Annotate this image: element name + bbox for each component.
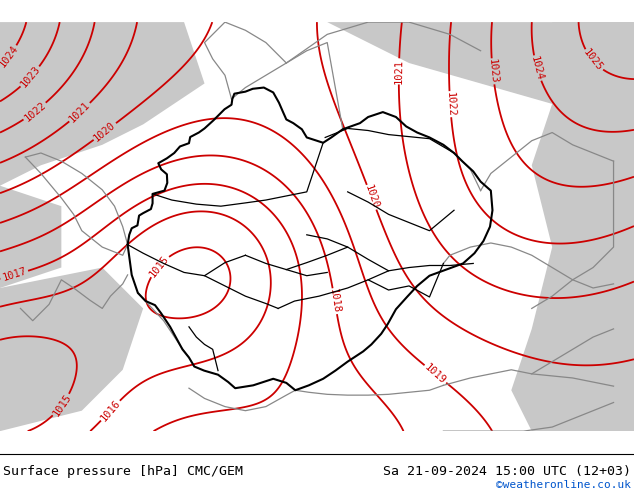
Text: 1022: 1022 (444, 92, 456, 117)
Text: 1020: 1020 (363, 184, 380, 211)
Text: 1025: 1025 (581, 48, 605, 74)
Text: 1024: 1024 (529, 55, 545, 81)
Text: 1019: 1019 (423, 362, 448, 386)
Text: 1020: 1020 (92, 120, 118, 144)
Text: 1016: 1016 (98, 398, 122, 423)
Text: 1024: 1024 (0, 43, 20, 69)
Polygon shape (0, 268, 143, 431)
Text: Sa 21-09-2024 15:00 UTC (12+03): Sa 21-09-2024 15:00 UTC (12+03) (383, 466, 631, 478)
Text: 1017: 1017 (1, 266, 28, 283)
Text: ©weatheronline.co.uk: ©weatheronline.co.uk (496, 480, 631, 490)
Polygon shape (0, 22, 205, 186)
Text: 1015: 1015 (147, 253, 171, 279)
Text: 1021: 1021 (394, 59, 404, 84)
Text: 1018: 1018 (328, 288, 342, 314)
Text: 1023: 1023 (18, 64, 42, 90)
Text: 1022: 1022 (22, 99, 48, 123)
Polygon shape (327, 22, 634, 104)
Polygon shape (0, 186, 61, 288)
Text: Surface pressure [hPa] CMC/GEM: Surface pressure [hPa] CMC/GEM (3, 466, 243, 478)
Text: 1021: 1021 (67, 100, 92, 125)
Text: 1023: 1023 (487, 58, 499, 84)
Text: 1015: 1015 (51, 392, 73, 418)
Polygon shape (511, 22, 634, 431)
